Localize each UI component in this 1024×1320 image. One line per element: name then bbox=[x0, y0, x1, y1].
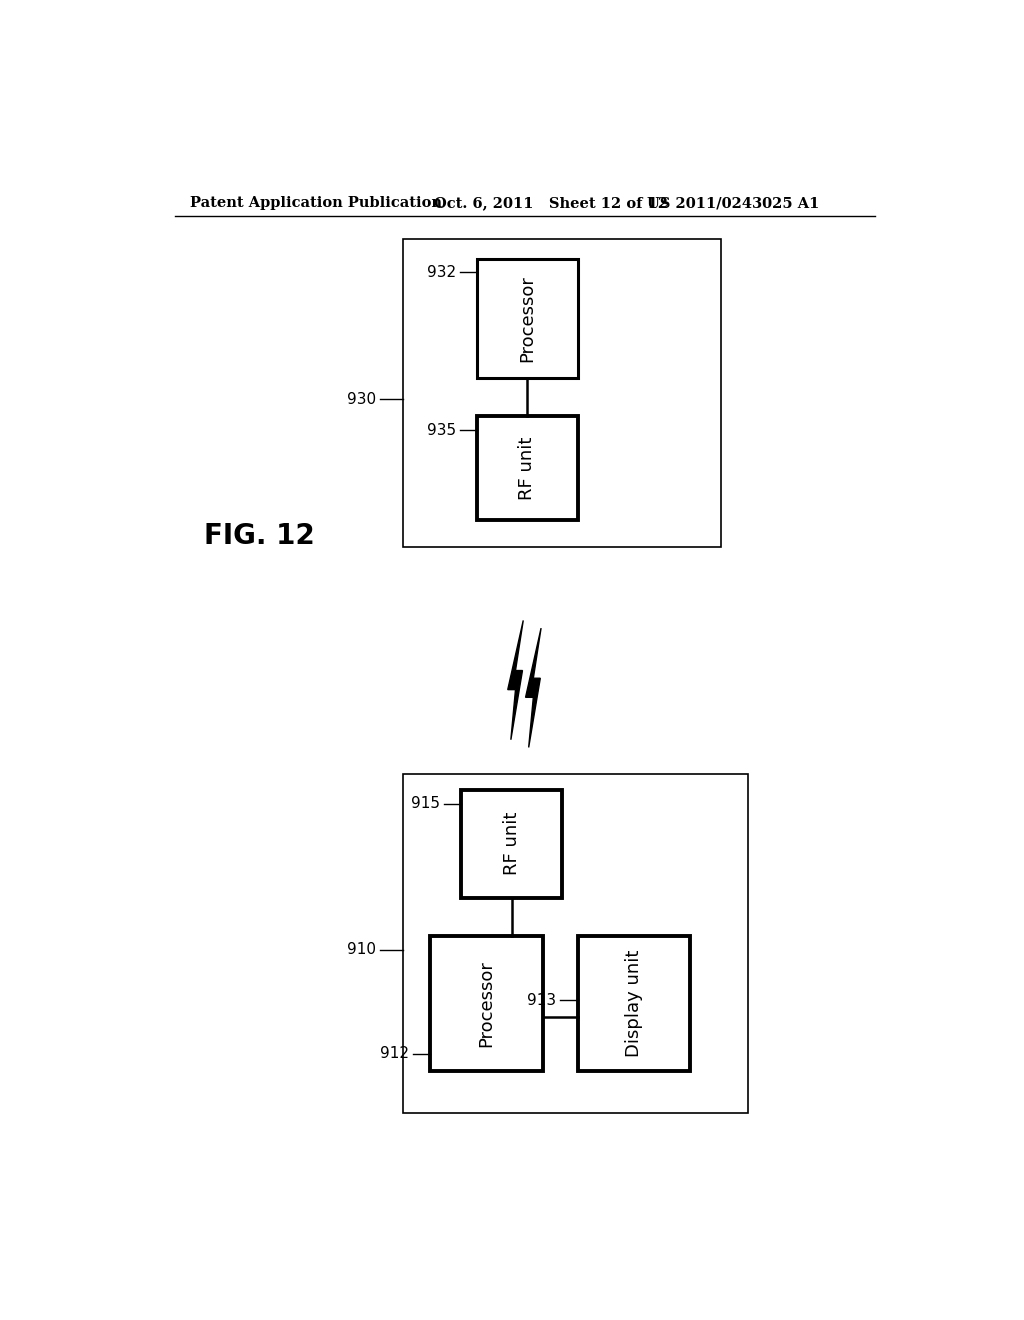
Text: Processor: Processor bbox=[477, 960, 496, 1047]
Text: RF unit: RF unit bbox=[503, 812, 520, 875]
Text: FIG. 12: FIG. 12 bbox=[205, 521, 315, 549]
Polygon shape bbox=[508, 620, 523, 739]
Text: 910: 910 bbox=[347, 942, 376, 957]
Bar bbox=[403, 239, 721, 548]
Bar bbox=[430, 936, 543, 1071]
Text: Oct. 6, 2011   Sheet 12 of 12: Oct. 6, 2011 Sheet 12 of 12 bbox=[434, 197, 669, 210]
Text: US 2011/0243025 A1: US 2011/0243025 A1 bbox=[647, 197, 819, 210]
Text: 935: 935 bbox=[427, 422, 456, 438]
Bar bbox=[461, 789, 562, 898]
Polygon shape bbox=[525, 628, 541, 747]
Bar bbox=[403, 775, 748, 1113]
Text: 915: 915 bbox=[412, 796, 440, 812]
Bar bbox=[477, 259, 578, 378]
Text: 913: 913 bbox=[527, 993, 557, 1007]
Bar bbox=[477, 416, 578, 520]
Text: Display unit: Display unit bbox=[625, 950, 643, 1057]
Text: 930: 930 bbox=[347, 392, 376, 407]
Text: 912: 912 bbox=[380, 1047, 410, 1061]
Bar bbox=[578, 936, 690, 1071]
Text: 932: 932 bbox=[427, 265, 456, 280]
Text: Patent Application Publication: Patent Application Publication bbox=[190, 197, 442, 210]
Text: RF unit: RF unit bbox=[518, 437, 537, 500]
Text: Processor: Processor bbox=[518, 275, 537, 362]
